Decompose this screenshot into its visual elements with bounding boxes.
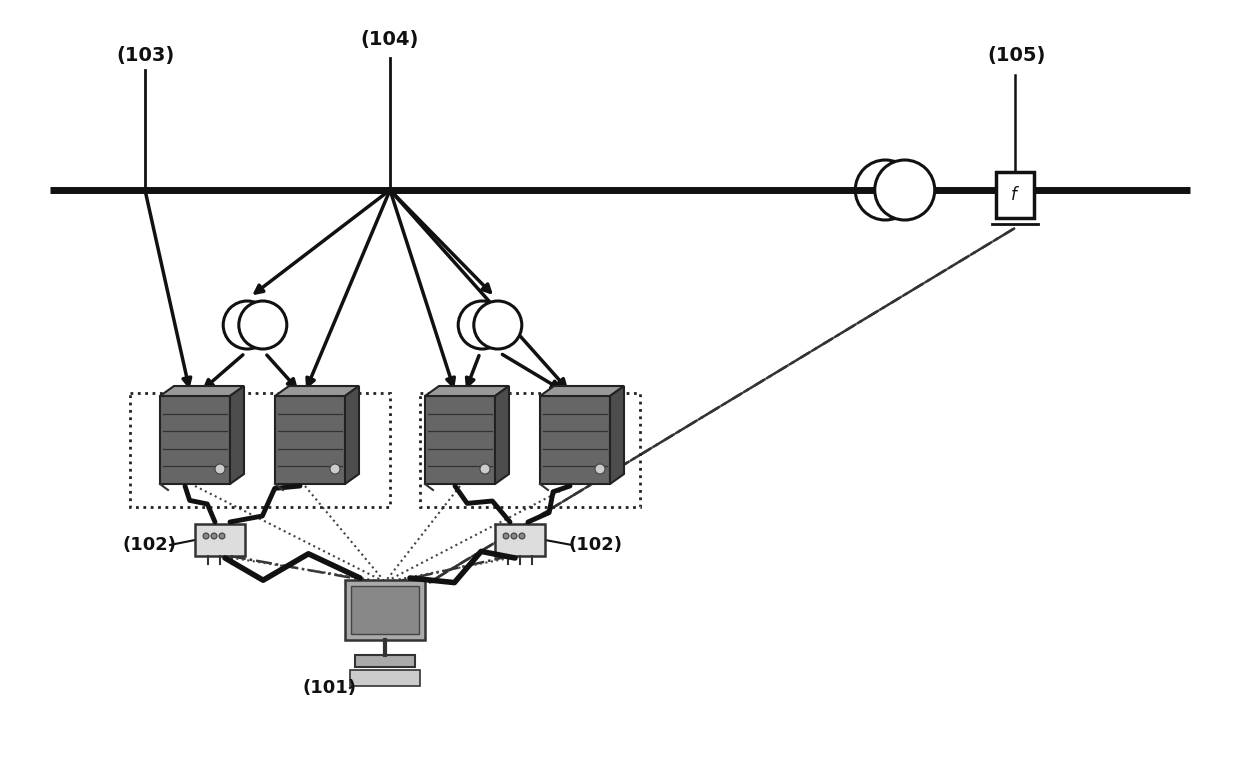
Bar (351, 586, 419, 634)
Polygon shape (275, 386, 360, 396)
Circle shape (211, 533, 217, 539)
Circle shape (503, 533, 508, 539)
Polygon shape (229, 386, 244, 484)
Polygon shape (425, 396, 495, 484)
Text: (102): (102) (568, 536, 622, 554)
Circle shape (480, 464, 490, 474)
Text: (101): (101) (303, 679, 357, 697)
Polygon shape (160, 386, 244, 396)
Circle shape (219, 533, 224, 539)
Circle shape (595, 464, 605, 474)
Bar (350, 670, 420, 686)
Circle shape (330, 464, 340, 474)
Circle shape (215, 464, 224, 474)
Polygon shape (345, 386, 360, 484)
Bar (345, 580, 425, 640)
Text: (105): (105) (988, 45, 1047, 65)
Text: (103): (103) (115, 45, 174, 65)
Text: (104): (104) (361, 31, 419, 49)
Polygon shape (539, 396, 610, 484)
Bar (355, 655, 415, 667)
Text: $f$: $f$ (1011, 186, 1021, 204)
Polygon shape (160, 396, 229, 484)
Text: (102): (102) (123, 536, 177, 554)
Circle shape (874, 160, 935, 220)
Circle shape (474, 301, 522, 349)
Polygon shape (495, 386, 508, 484)
Bar (130, 393, 391, 507)
Bar (420, 393, 640, 507)
Bar (195, 524, 246, 556)
Circle shape (520, 533, 525, 539)
Bar (996, 172, 1034, 218)
Circle shape (203, 533, 210, 539)
Polygon shape (275, 396, 345, 484)
Polygon shape (610, 386, 624, 484)
Polygon shape (425, 386, 508, 396)
Circle shape (239, 301, 286, 349)
Bar (495, 524, 546, 556)
Circle shape (511, 533, 517, 539)
Polygon shape (539, 386, 624, 396)
